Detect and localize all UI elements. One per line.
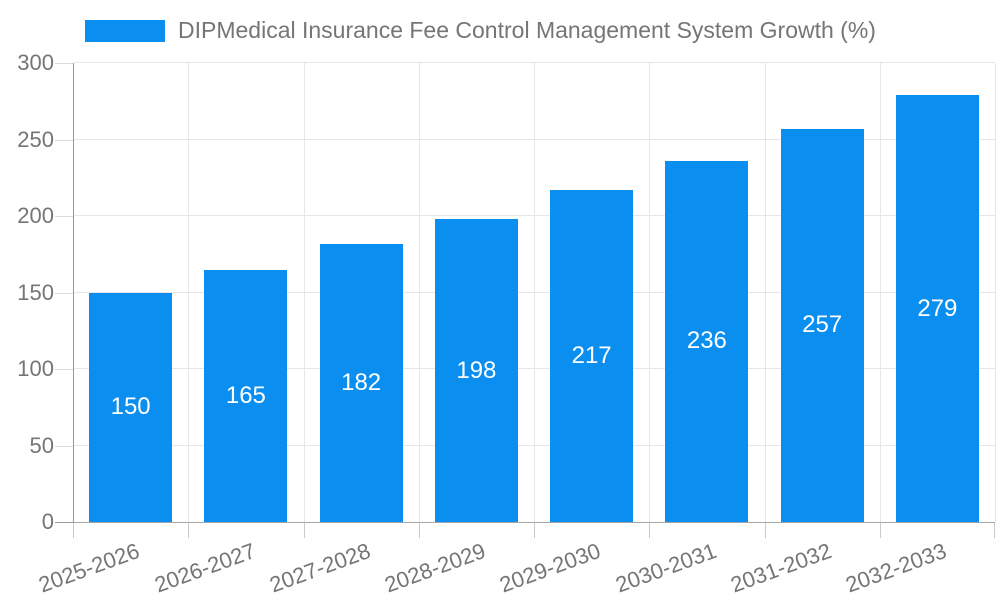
bar-value-label: 150 — [110, 393, 151, 421]
gridline-v — [534, 63, 535, 522]
y-tick-label: 200 — [17, 203, 54, 228]
x-tick — [73, 523, 74, 538]
y-tick-label: 50 — [29, 432, 54, 458]
x-tick — [994, 523, 995, 538]
bar[interactable]: 236 — [665, 160, 749, 522]
bar[interactable]: 217 — [550, 190, 634, 522]
bar[interactable]: 257 — [780, 128, 864, 522]
y-tick — [55, 369, 73, 370]
x-tick-label: 2028-2029 — [381, 538, 489, 598]
gridline-v — [188, 63, 190, 522]
bar[interactable]: 150 — [89, 292, 173, 522]
y-tick-label: 100 — [17, 356, 54, 381]
bar[interactable]: 165 — [204, 269, 288, 522]
y-tick-label: 300 — [17, 50, 54, 75]
gridline-h — [74, 62, 995, 63]
bar[interactable]: 279 — [895, 95, 979, 522]
x-tick-label: 2025-2026 — [35, 538, 144, 598]
x-tick — [534, 523, 535, 538]
x-tick — [188, 523, 190, 538]
bar[interactable]: 182 — [319, 243, 403, 522]
x-tick-label: 2026-2027 — [151, 538, 259, 598]
y-tick — [55, 139, 73, 141]
plot-area: 150 165 182 198 217 236 257 279 — [73, 62, 996, 523]
y-tick — [55, 292, 73, 294]
y-tick — [55, 522, 73, 523]
y-tick — [55, 445, 73, 447]
bar-value-label: 165 — [225, 381, 266, 409]
legend-swatch — [85, 19, 165, 42]
y-tick — [55, 216, 73, 217]
y-tick-label: 150 — [17, 279, 54, 305]
bar-value-label: 279 — [917, 294, 958, 322]
gridline-v — [995, 63, 996, 522]
x-tick — [418, 523, 420, 538]
x-tick-label: 2030-2031 — [612, 538, 720, 598]
bar[interactable]: 198 — [434, 219, 518, 522]
gridline-v — [418, 63, 420, 522]
x-tick-label: 2031-2032 — [727, 538, 835, 598]
x-tick-label: 2032-2033 — [842, 538, 950, 598]
bar-value-label: 257 — [802, 311, 843, 339]
x-tick-label: 2027-2028 — [266, 538, 374, 598]
gridline-v — [303, 63, 305, 522]
y-tick — [55, 63, 73, 64]
bar-value-label: 182 — [341, 368, 382, 396]
bar-value-label: 198 — [456, 356, 497, 384]
bar-value-label: 236 — [686, 327, 727, 355]
bar-value-label: 217 — [571, 342, 612, 369]
x-tick — [649, 523, 651, 538]
gridline-v — [764, 63, 766, 522]
x-tick — [764, 523, 766, 538]
y-tick-label: 0 — [41, 509, 54, 534]
legend-label: DIPMedical Insurance Fee Control Managem… — [178, 17, 876, 43]
legend-item[interactable]: DIPMedical Insurance Fee Control Managem… — [85, 17, 876, 44]
y-tick-label: 250 — [17, 126, 54, 152]
x-tick — [879, 523, 881, 538]
gridline-v — [649, 63, 651, 522]
x-tick — [303, 523, 305, 538]
x-tick-label: 2029-2030 — [496, 538, 605, 598]
gridline-v — [879, 63, 881, 522]
